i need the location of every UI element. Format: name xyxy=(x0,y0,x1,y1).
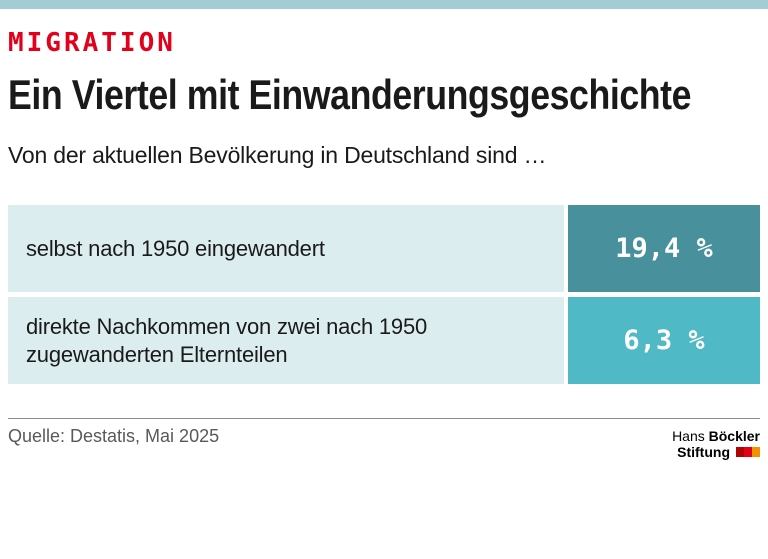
page-title-text: Ein Viertel mit Einwanderungsgeschichte xyxy=(8,71,692,118)
logo-line1-light: Hans xyxy=(672,428,705,445)
chart-row: direkte Nachkommen von zwei nach 1950 zu… xyxy=(8,297,760,385)
logo-line1-bold: Böckler xyxy=(708,428,760,445)
footer: Quelle: Destatis, Mai 2025 Hans Böckler … xyxy=(8,418,760,460)
logo-line2: Stiftung xyxy=(672,444,760,460)
subtitle: Von der aktuellen Bevölkerung in Deutsch… xyxy=(8,142,547,169)
page-title: Ein Viertel mit Einwanderungsgeschichte xyxy=(8,71,760,118)
top-accent-bar xyxy=(0,0,768,9)
bar-chart: selbst nach 1950 eingewandert 19,4 % dir… xyxy=(8,205,760,385)
row-label: selbst nach 1950 eingewandert xyxy=(8,205,564,293)
row-value: 19,4 % xyxy=(568,205,760,293)
logo-line2-bold: Stiftung xyxy=(677,444,730,461)
content-area: MIGRATION Ein Viertel mit Einwanderungsg… xyxy=(0,28,768,460)
source-note: Quelle: Destatis, Mai 2025 xyxy=(8,426,220,447)
footer-row: Quelle: Destatis, Mai 2025 Hans Böckler … xyxy=(8,419,760,460)
row-value: 6,3 % xyxy=(568,297,760,385)
logo-line1: Hans Böckler xyxy=(672,428,760,444)
hans-boeckler-stiftung-logo: Hans Böckler Stiftung xyxy=(672,426,760,460)
logo-mark-icon xyxy=(736,447,760,458)
kicker-label: MIGRATION xyxy=(8,28,176,58)
row-label: direkte Nachkommen von zwei nach 1950 zu… xyxy=(8,297,564,385)
infographic-page: MIGRATION Ein Viertel mit Einwanderungsg… xyxy=(0,0,768,460)
footer-divider xyxy=(8,418,760,420)
chart-row: selbst nach 1950 eingewandert 19,4 % xyxy=(8,205,760,293)
